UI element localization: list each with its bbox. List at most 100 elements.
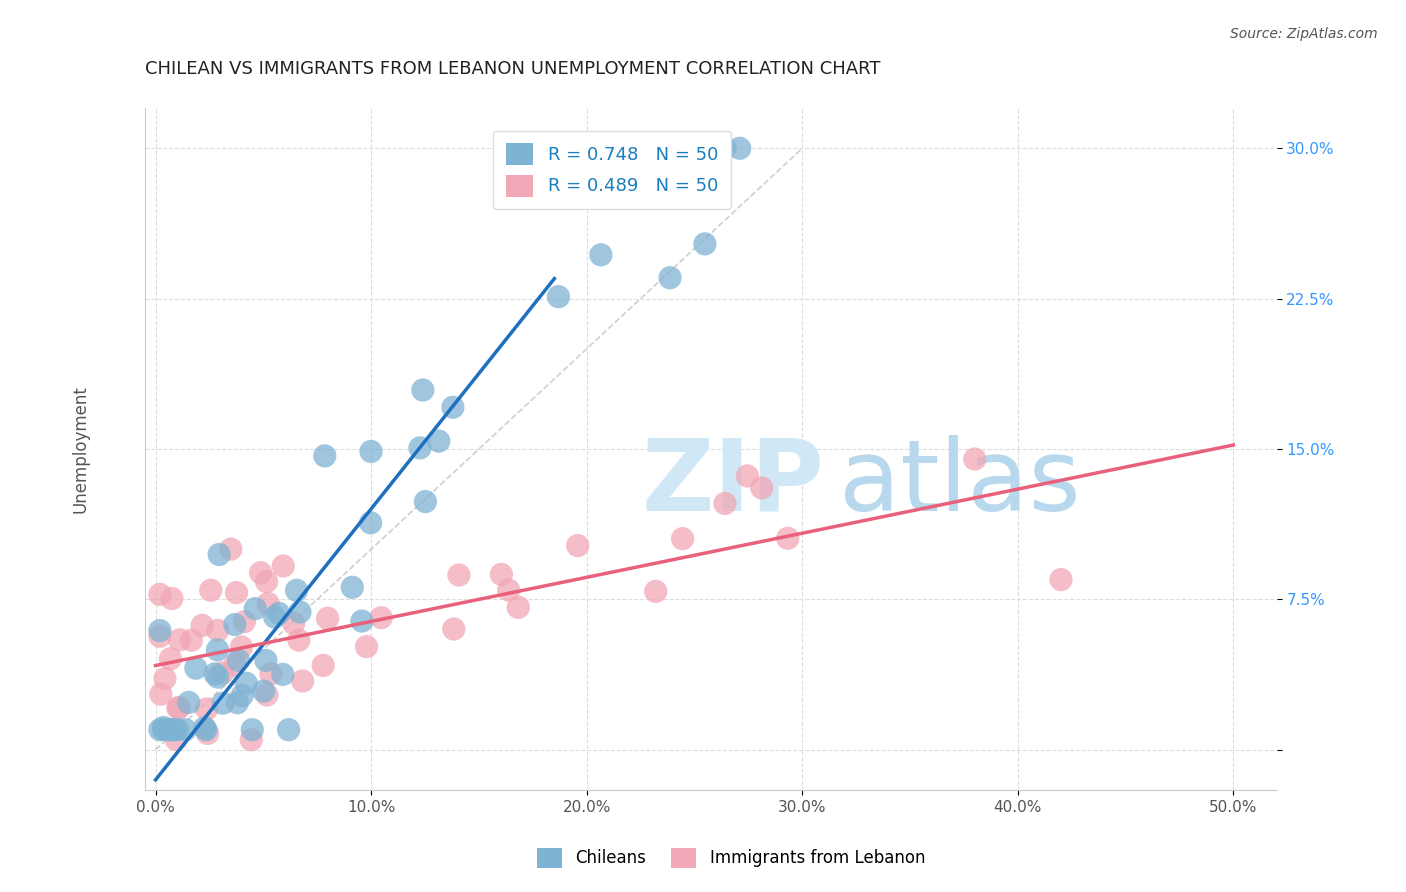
Point [277, 723, 299, 737]
Point [149, 624, 172, 638]
Point [360, 516, 382, 530]
Point [224, 657, 246, 672]
Point [163, 723, 186, 737]
Point [149, 723, 172, 737]
Point [285, 583, 308, 598]
Point [174, 723, 197, 737]
Point [149, 629, 172, 643]
Point [737, 469, 759, 483]
Point [204, 666, 226, 681]
Text: Source: ZipAtlas.com: Source: ZipAtlas.com [1230, 27, 1378, 41]
Point [240, 723, 263, 737]
Point [356, 640, 378, 654]
Point [312, 658, 335, 673]
Point [257, 597, 280, 611]
Point [256, 688, 278, 702]
Point [350, 614, 373, 628]
Point [714, 496, 737, 510]
Point [288, 633, 311, 648]
Point [194, 723, 217, 737]
Point [751, 481, 773, 495]
Point [360, 444, 382, 458]
Point [415, 494, 437, 508]
Point [447, 568, 470, 582]
Point [671, 532, 693, 546]
Point [167, 700, 190, 714]
Point [291, 673, 314, 688]
Point [228, 653, 250, 667]
Point [567, 539, 589, 553]
Point [699, 141, 721, 155]
Point [260, 666, 283, 681]
Legend: Chileans, Immigrants from Lebanon: Chileans, Immigrants from Lebanon [530, 841, 932, 875]
Point [263, 610, 285, 624]
Point [225, 585, 247, 599]
Point [165, 732, 187, 747]
Point [195, 702, 218, 716]
Point [659, 270, 682, 285]
Point [412, 383, 434, 397]
Point [153, 672, 176, 686]
Point [184, 661, 207, 675]
Point [254, 653, 277, 667]
Point [714, 141, 737, 155]
Point [166, 701, 188, 715]
Point [169, 632, 191, 647]
Point [491, 567, 513, 582]
Point [443, 622, 465, 636]
Point [240, 732, 263, 747]
Point [200, 583, 222, 598]
Point [409, 441, 432, 455]
Point [342, 580, 364, 594]
Point [233, 615, 256, 629]
Text: atlas: atlas [839, 434, 1080, 532]
Legend: R = 0.748   N = 50, R = 0.489   N = 50: R = 0.748 N = 50, R = 0.489 N = 50 [494, 131, 731, 210]
Point [728, 141, 751, 155]
Point [166, 723, 188, 737]
Point [316, 611, 339, 625]
Point [235, 676, 257, 690]
Point [152, 723, 174, 737]
Point [159, 651, 181, 665]
Point [152, 721, 174, 735]
Point [231, 689, 253, 703]
Text: CHILEAN VS IMMIGRANTS FROM LEBANON UNEMPLOYMENT CORRELATION CHART: CHILEAN VS IMMIGRANTS FROM LEBANON UNEMP… [145, 60, 880, 78]
Point [212, 696, 235, 710]
Point [508, 600, 530, 615]
Point [547, 290, 569, 304]
Point [256, 574, 278, 589]
Point [194, 721, 217, 735]
Point [249, 566, 271, 580]
Point [207, 642, 229, 657]
Point [1050, 573, 1073, 587]
Text: ZIP: ZIP [643, 434, 825, 532]
Point [314, 449, 336, 463]
Point [207, 624, 229, 638]
Point [589, 248, 612, 262]
Point [245, 601, 267, 615]
Point [427, 434, 450, 449]
Point [963, 452, 986, 467]
Point [441, 401, 464, 415]
Point [157, 723, 180, 737]
Point [208, 548, 231, 562]
Point [160, 591, 183, 606]
Point [271, 667, 294, 681]
Point [644, 584, 666, 599]
Point [207, 670, 229, 684]
Point [149, 687, 172, 701]
Point [267, 607, 290, 621]
Point [211, 665, 233, 680]
Point [498, 583, 520, 598]
Point [191, 618, 214, 632]
Point [693, 236, 716, 251]
Point [160, 723, 183, 737]
Point [283, 616, 305, 631]
Point [197, 726, 219, 740]
Point [219, 542, 242, 557]
Point [149, 587, 172, 601]
Point [226, 696, 249, 710]
Point [253, 684, 276, 698]
Point [776, 531, 799, 545]
Point [288, 605, 311, 619]
